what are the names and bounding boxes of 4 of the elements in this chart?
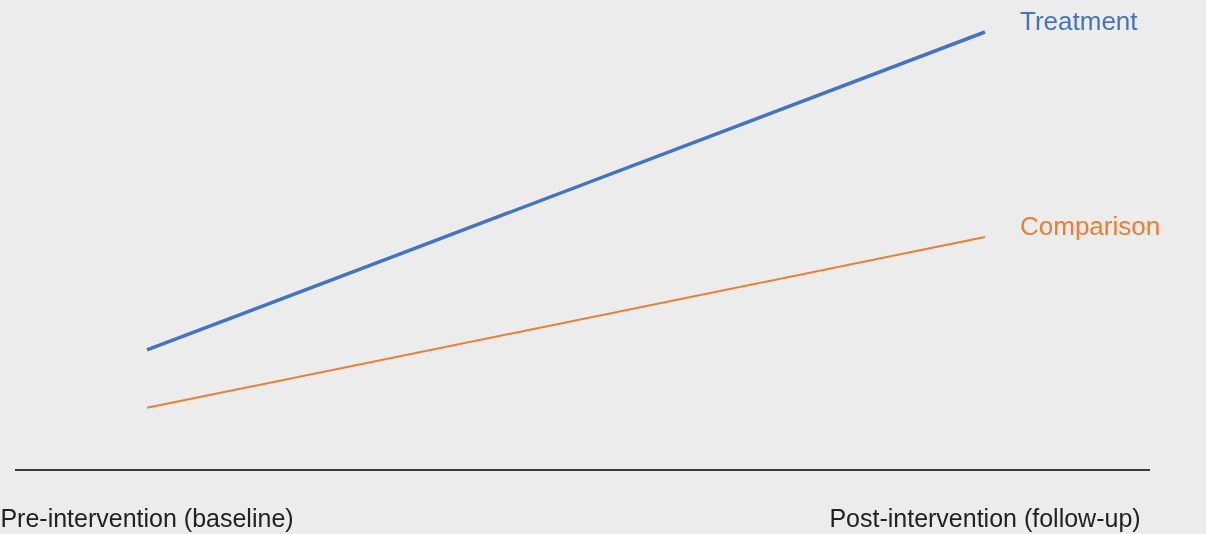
x-tick-label: Post-intervention (follow-up) — [829, 504, 1141, 532]
x-tick-label: Pre-intervention (baseline) — [0, 504, 294, 532]
series-label: Comparison — [1020, 210, 1161, 241]
series-label: Treatment — [1020, 6, 1139, 36]
